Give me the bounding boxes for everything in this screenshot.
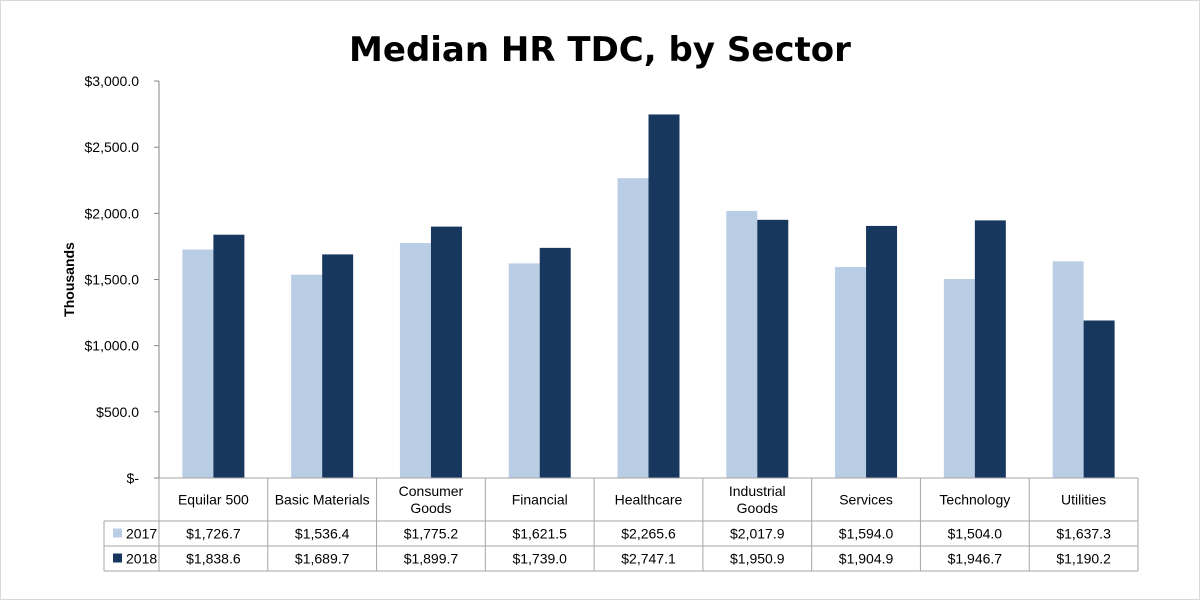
legend-key-2018 (113, 553, 122, 563)
y-tick-label: $1,000.0 (85, 338, 140, 354)
chart-title: Median HR TDC, by Sector (349, 30, 851, 70)
bar-2017-2 (399, 243, 431, 478)
bar-2017-3 (508, 263, 540, 478)
bar-2018-5 (757, 219, 789, 478)
data-label-2018: $1,838.6 (186, 551, 241, 567)
data-label-2018: $1,689.7 (295, 551, 350, 567)
bar-2017-0 (182, 249, 214, 478)
bar-2018-3 (539, 247, 571, 478)
bar-2018-0 (213, 234, 245, 478)
legend-label-2017: 2017 (126, 526, 157, 542)
y-tick-label: $500.0 (96, 404, 139, 420)
bar-2017-4 (617, 178, 649, 478)
legend-label-2018: 2018 (126, 551, 157, 567)
data-label-2017: $2,265.6 (621, 526, 676, 542)
bar-2018-6 (866, 225, 898, 478)
data-label-2018: $1,904.9 (839, 551, 894, 567)
bar-2018-2 (430, 226, 462, 478)
data-label-2017: $1,775.2 (404, 526, 459, 542)
bar-2018-4 (648, 114, 680, 478)
y-tick-label: $2,000.0 (85, 205, 140, 221)
category-label: Industrial (729, 483, 786, 499)
y-tick-label: $- (127, 470, 140, 486)
data-label-2017: $2,017.9 (730, 526, 785, 542)
data-label-2018: $1,739.0 (512, 551, 567, 567)
category-label: Basic Materials (275, 492, 370, 508)
data-label-2018: $1,190.2 (1056, 551, 1111, 567)
data-label-2017: $1,504.0 (948, 526, 1003, 542)
data-label-2017: $1,726.7 (186, 526, 241, 542)
bar-2018-7 (974, 220, 1006, 478)
bar-2017-6 (835, 267, 867, 478)
category-label: Services (839, 492, 893, 508)
category-label: Equilar 500 (178, 492, 249, 508)
y-tick-label: $1,500.0 (85, 272, 140, 288)
category-label: Goods (410, 500, 451, 516)
data-label-2018: $1,899.7 (404, 551, 459, 567)
data-label-2018: $2,747.1 (621, 551, 676, 567)
data-label-2017: $1,621.5 (512, 526, 567, 542)
bar-2017-7 (943, 278, 975, 478)
y-tick-label: $2,500.0 (85, 139, 140, 155)
category-label: Technology (939, 492, 1010, 508)
bar-2017-1 (291, 274, 323, 478)
y-tick-label: $3,000.0 (85, 73, 140, 89)
category-label: Utilities (1061, 492, 1106, 508)
bar-2018-1 (322, 254, 354, 478)
bar-2017-5 (726, 210, 758, 478)
bar-2018-8 (1083, 320, 1115, 478)
category-label: Financial (512, 492, 568, 508)
data-label-2017: $1,637.3 (1056, 526, 1111, 542)
y-axis-title: Thousands (61, 242, 77, 317)
data-label-2017: $1,536.4 (295, 526, 350, 542)
bar-2017-8 (1052, 261, 1084, 478)
legend-key-2017 (113, 528, 122, 538)
category-label: Goods (737, 500, 778, 516)
category-label: Healthcare (615, 492, 683, 508)
category-label: Consumer (399, 483, 464, 499)
data-label-2018: $1,950.9 (730, 551, 785, 567)
data-label-2018: $1,946.7 (948, 551, 1003, 567)
data-label-2017: $1,594.0 (839, 526, 894, 542)
